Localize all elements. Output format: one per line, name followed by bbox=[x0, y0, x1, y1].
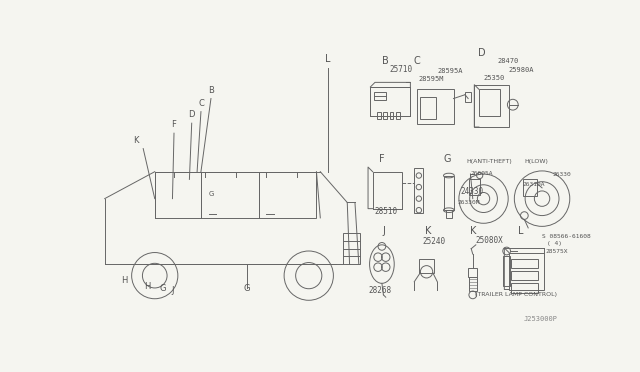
Bar bbox=[155, 172, 201, 218]
Bar bbox=[420, 97, 436, 119]
Text: 25980A: 25980A bbox=[509, 67, 534, 73]
Text: 25350: 25350 bbox=[484, 75, 505, 81]
Text: F: F bbox=[172, 120, 177, 129]
Text: C: C bbox=[413, 56, 420, 66]
Text: J253000P: J253000P bbox=[524, 316, 557, 322]
Bar bbox=[371, 87, 410, 116]
Text: B: B bbox=[208, 86, 214, 95]
Text: G: G bbox=[444, 154, 451, 164]
Bar bbox=[414, 168, 424, 212]
Text: H(ANTI-THEFT): H(ANTI-THEFT) bbox=[467, 159, 513, 164]
Text: 26330: 26330 bbox=[553, 172, 572, 177]
Text: (TRAILER LAMP CONTROL): (TRAILER LAMP CONTROL) bbox=[475, 292, 557, 297]
Bar bbox=[444, 176, 454, 210]
Text: 26605A: 26605A bbox=[470, 170, 493, 176]
Bar bbox=[503, 256, 511, 286]
Bar bbox=[509, 253, 543, 289]
Text: 25240: 25240 bbox=[422, 237, 445, 246]
Bar bbox=[371, 87, 410, 116]
Text: 24330: 24330 bbox=[460, 187, 484, 196]
Text: G: G bbox=[159, 284, 166, 294]
Text: J: J bbox=[383, 225, 386, 235]
Text: B: B bbox=[382, 56, 389, 66]
Text: 28595A: 28595A bbox=[437, 68, 463, 74]
Text: 26330M: 26330M bbox=[458, 200, 480, 205]
Text: ( 4): ( 4) bbox=[547, 241, 562, 246]
Bar bbox=[372, 172, 402, 209]
Bar bbox=[469, 277, 477, 291]
Text: K: K bbox=[425, 225, 431, 235]
Bar bbox=[446, 210, 452, 218]
Bar bbox=[396, 112, 399, 119]
Bar bbox=[374, 92, 386, 100]
Text: K: K bbox=[470, 225, 476, 235]
Bar bbox=[474, 85, 509, 127]
Bar bbox=[344, 233, 360, 264]
Text: G: G bbox=[208, 191, 214, 197]
Bar bbox=[469, 179, 480, 195]
Bar bbox=[378, 112, 381, 119]
Bar bbox=[417, 89, 454, 124]
Bar bbox=[511, 259, 538, 268]
Text: 25710: 25710 bbox=[390, 65, 413, 74]
Bar bbox=[419, 259, 435, 273]
Text: J: J bbox=[172, 286, 173, 295]
Text: C: C bbox=[198, 99, 204, 108]
Text: 25080X: 25080X bbox=[476, 236, 504, 245]
Text: 28268: 28268 bbox=[369, 286, 392, 295]
Bar bbox=[390, 112, 394, 119]
Text: G: G bbox=[244, 283, 250, 293]
Text: 28470: 28470 bbox=[497, 58, 518, 64]
Bar bbox=[201, 172, 259, 218]
Bar bbox=[465, 92, 471, 102]
Text: L: L bbox=[325, 54, 331, 64]
Bar bbox=[511, 271, 538, 280]
Text: 28595M: 28595M bbox=[419, 76, 444, 81]
Text: F: F bbox=[379, 154, 385, 164]
Text: K: K bbox=[132, 136, 138, 145]
Bar bbox=[479, 89, 500, 116]
Text: D: D bbox=[478, 48, 486, 58]
Bar bbox=[383, 112, 387, 119]
Text: H: H bbox=[144, 282, 150, 291]
Text: 26310A: 26310A bbox=[522, 182, 545, 187]
Text: H: H bbox=[121, 276, 127, 285]
Text: S 08566-61608: S 08566-61608 bbox=[542, 234, 591, 239]
Bar bbox=[468, 268, 477, 277]
Text: 28575X: 28575X bbox=[545, 249, 568, 254]
Bar bbox=[259, 172, 316, 218]
Text: 28510: 28510 bbox=[374, 206, 397, 216]
Bar bbox=[511, 283, 538, 293]
Text: D: D bbox=[188, 110, 195, 119]
Bar bbox=[523, 179, 537, 196]
Text: L: L bbox=[518, 225, 524, 235]
Text: H(LOW): H(LOW) bbox=[524, 159, 548, 164]
